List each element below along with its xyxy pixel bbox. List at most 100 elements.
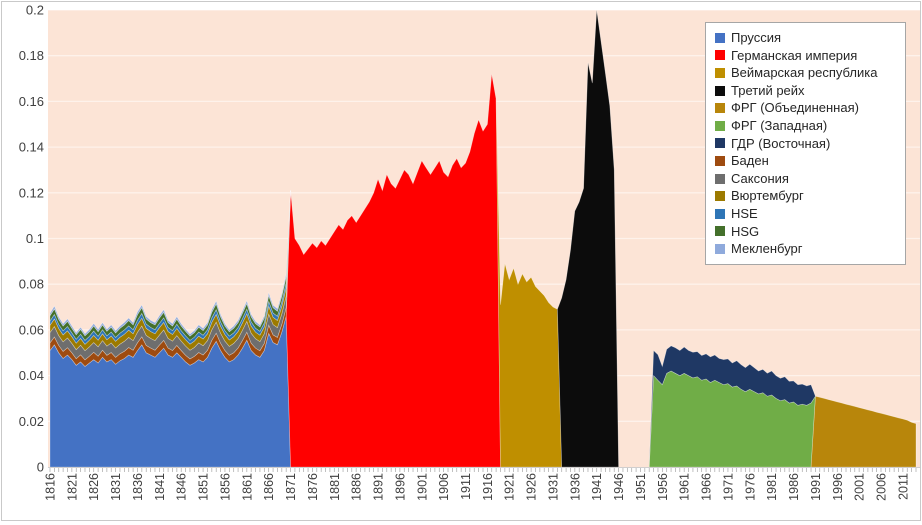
area-series-9 [49, 190, 291, 352]
x-tick-label: 1856 [218, 473, 232, 501]
x-tick-label: 1871 [284, 473, 298, 501]
x-tick-label: 1906 [437, 473, 451, 501]
legend-swatch [715, 50, 725, 61]
x-tick-label: 1831 [109, 473, 123, 501]
legend-item-label: ФРГ (Объединенная) [731, 100, 859, 116]
x-tick-label: 1881 [328, 473, 342, 501]
y-tick-label: 0.18 [19, 48, 44, 63]
x-tick-label: 1966 [700, 473, 714, 501]
area-series-7 [49, 190, 291, 367]
legend-item: Пруссия [715, 29, 901, 47]
x-tick-label: 1951 [634, 473, 648, 501]
legend-item-label: ГДР (Восточная) [731, 135, 831, 151]
x-tick-label: 1946 [612, 473, 626, 501]
y-tick-label: 0.16 [19, 94, 44, 109]
legend-swatch [715, 67, 725, 78]
legend-swatch [715, 120, 725, 131]
x-tick-label: 2006 [875, 473, 889, 501]
legend-item: Вюртембург [715, 187, 901, 205]
x-tick-label: 1971 [721, 473, 735, 501]
legend-item-label: Мекленбург [731, 241, 803, 257]
y-tick-label: 0.04 [19, 368, 44, 383]
legend-item: ФРГ (Объединенная) [715, 99, 901, 117]
legend-item-label: Пруссия [731, 30, 782, 45]
x-tick-label: 1861 [240, 473, 254, 501]
legend-swatch [715, 32, 725, 43]
legend-item: ФРГ (Западная) [715, 117, 901, 135]
x-tick-label: 1986 [787, 473, 801, 501]
area-series-12 [49, 190, 291, 337]
legend-item-label: HSG [731, 223, 760, 239]
x-tick-label: 1836 [131, 473, 145, 501]
y-tick-label: 0.08 [19, 277, 44, 292]
legend-swatch [715, 155, 725, 166]
legend-swatch [715, 191, 725, 202]
y-tick-label: 0.06 [19, 322, 44, 337]
y-tick-label: 0.12 [19, 185, 44, 200]
x-tick-label: 1996 [831, 473, 845, 501]
legend-item-label: Саксония [731, 170, 789, 186]
x-tick-label: 1936 [568, 473, 582, 501]
legend-item-label: Баден [731, 153, 769, 169]
x-tick-label: 1841 [153, 473, 167, 501]
x-tick-label: 1891 [372, 473, 386, 501]
x-tick-label: 1886 [350, 473, 364, 501]
legend-swatch [715, 173, 725, 184]
x-tick-label: 1816 [44, 473, 58, 501]
x-tick-label: 2001 [853, 473, 867, 501]
y-tick-label: 0.2 [26, 3, 44, 18]
legend-item: ГДР (Восточная) [715, 135, 901, 153]
legend-swatch [715, 103, 725, 114]
legend-swatch [715, 243, 725, 254]
legend-item-label: Третий рейх [731, 82, 805, 98]
legend-item: HSE [715, 205, 901, 223]
x-tick-label: 1826 [87, 473, 101, 501]
x-tick-label: 1926 [525, 473, 539, 501]
y-tick-label: 0 [37, 460, 44, 475]
legend-item-label: Веймарская республика [731, 65, 878, 81]
x-tick-label: 1931 [547, 473, 561, 501]
legend-item: HSG [715, 223, 901, 241]
legend-swatch [715, 208, 725, 219]
y-tick-label: 0.14 [19, 140, 44, 155]
legend-item: Третий рейх [715, 82, 901, 100]
x-tick-label: 1911 [459, 473, 473, 500]
x-tick-label: 1916 [481, 473, 495, 501]
legend-item: Германская империя [715, 47, 901, 65]
legend-item-label: ФРГ (Западная) [731, 117, 828, 133]
x-tick-label: 1941 [590, 473, 604, 501]
x-tick-label: 1846 [175, 473, 189, 501]
area-series-11 [49, 190, 291, 341]
x-tick-label: 1851 [197, 473, 211, 501]
x-tick-label: 1866 [262, 473, 276, 501]
area-series-10 [49, 190, 291, 345]
x-tick-label: 1901 [415, 473, 429, 501]
y-tick-label: 0.02 [19, 414, 44, 429]
x-tick-label: 1876 [306, 473, 320, 501]
x-tick-label: 1976 [743, 473, 757, 501]
x-tick-label: 2011 [896, 473, 910, 500]
legend-item-label: HSE [731, 205, 758, 221]
legend-swatch [715, 226, 725, 237]
area-series-8 [49, 190, 291, 361]
legend-item: Веймарская республика [715, 64, 901, 82]
legend-item: Мекленбург [715, 240, 901, 258]
x-tick-label: 1981 [765, 473, 779, 501]
x-tick-label: 1821 [65, 473, 79, 501]
legend-item-label: Вюртембург [731, 188, 804, 204]
legend-item: Баден [715, 152, 901, 170]
legend-swatch [715, 85, 725, 96]
x-tick-label: 1896 [393, 473, 407, 501]
area-series-6 [648, 345, 816, 468]
legend-item: Саксония [715, 170, 901, 188]
x-tick-label: 1961 [678, 473, 692, 501]
y-tick-label: 0.1 [26, 231, 44, 246]
legend-swatch [715, 138, 725, 149]
legend: Пруссия Германская империя Веймарская респ… [705, 22, 906, 265]
legend-item-label: Германская империя [731, 47, 858, 63]
x-tick-label: 1921 [503, 473, 517, 501]
x-tick-label: 1956 [656, 473, 670, 501]
x-tick-label: 1991 [809, 473, 823, 501]
